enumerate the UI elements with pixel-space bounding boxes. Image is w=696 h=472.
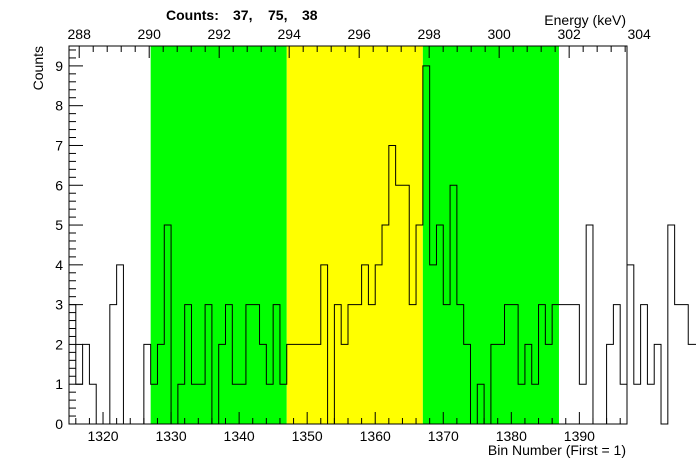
energy-tick-label: 304 — [627, 26, 651, 42]
x-tick-label: 1380 — [496, 428, 527, 444]
x-axis-title: Bin Number (First = 1) — [488, 442, 626, 458]
x-tick-label: 1350 — [292, 428, 323, 444]
energy-tick-label: 290 — [138, 26, 162, 42]
energy-tick-label: 294 — [278, 26, 302, 42]
counts-value-right: 38 — [302, 7, 318, 23]
x-tick-label: 1390 — [564, 428, 595, 444]
tick-labels: 1320 1330 1340 1350 1360 1370 1380 1390 0 1 2 3 4 5 6 7… — [55, 26, 651, 444]
y-tick-label: 2 — [55, 336, 63, 352]
energy-tick-label: 302 — [557, 26, 581, 42]
histogram-steps — [69, 65, 696, 425]
region-bands — [150, 46, 559, 424]
counts-title-label: Counts: — [166, 7, 219, 23]
y-tick-label: 4 — [55, 257, 63, 273]
y-tick-label: 9 — [55, 58, 63, 74]
y-tick-label: 8 — [55, 98, 63, 114]
y-tick-label: 1 — [55, 376, 63, 392]
region-signal — [286, 46, 423, 424]
x-tick-label: 1360 — [360, 428, 391, 444]
y-tick-label: 0 — [55, 416, 63, 432]
x-tick-label: 1320 — [87, 428, 118, 444]
histogram-line — [69, 65, 696, 425]
counts-title: Counts: 37, 75, 38 — [166, 7, 318, 23]
y-tick-label: 6 — [55, 177, 63, 193]
y-tick-label: 3 — [55, 297, 63, 313]
energy-tick-label: 296 — [347, 26, 371, 42]
energy-tick-label: 288 — [68, 26, 92, 42]
counts-value-signal: 75, — [268, 7, 287, 23]
counts-value-left: 37, — [233, 7, 252, 23]
x-tick-label: 1340 — [224, 428, 255, 444]
energy-tick-label: 298 — [417, 26, 441, 42]
energy-tick-label: 300 — [487, 26, 511, 42]
y-tick-label: 5 — [55, 217, 63, 233]
y-tick-label: 7 — [55, 137, 63, 153]
energy-axis-title: Energy (keV) — [544, 12, 626, 28]
y-axis-title: Counts — [30, 46, 46, 90]
axes — [68, 45, 628, 425]
x-tick-label: 1370 — [428, 428, 459, 444]
x-tick-label: 1330 — [155, 428, 186, 444]
energy-tick-label: 292 — [208, 26, 232, 42]
